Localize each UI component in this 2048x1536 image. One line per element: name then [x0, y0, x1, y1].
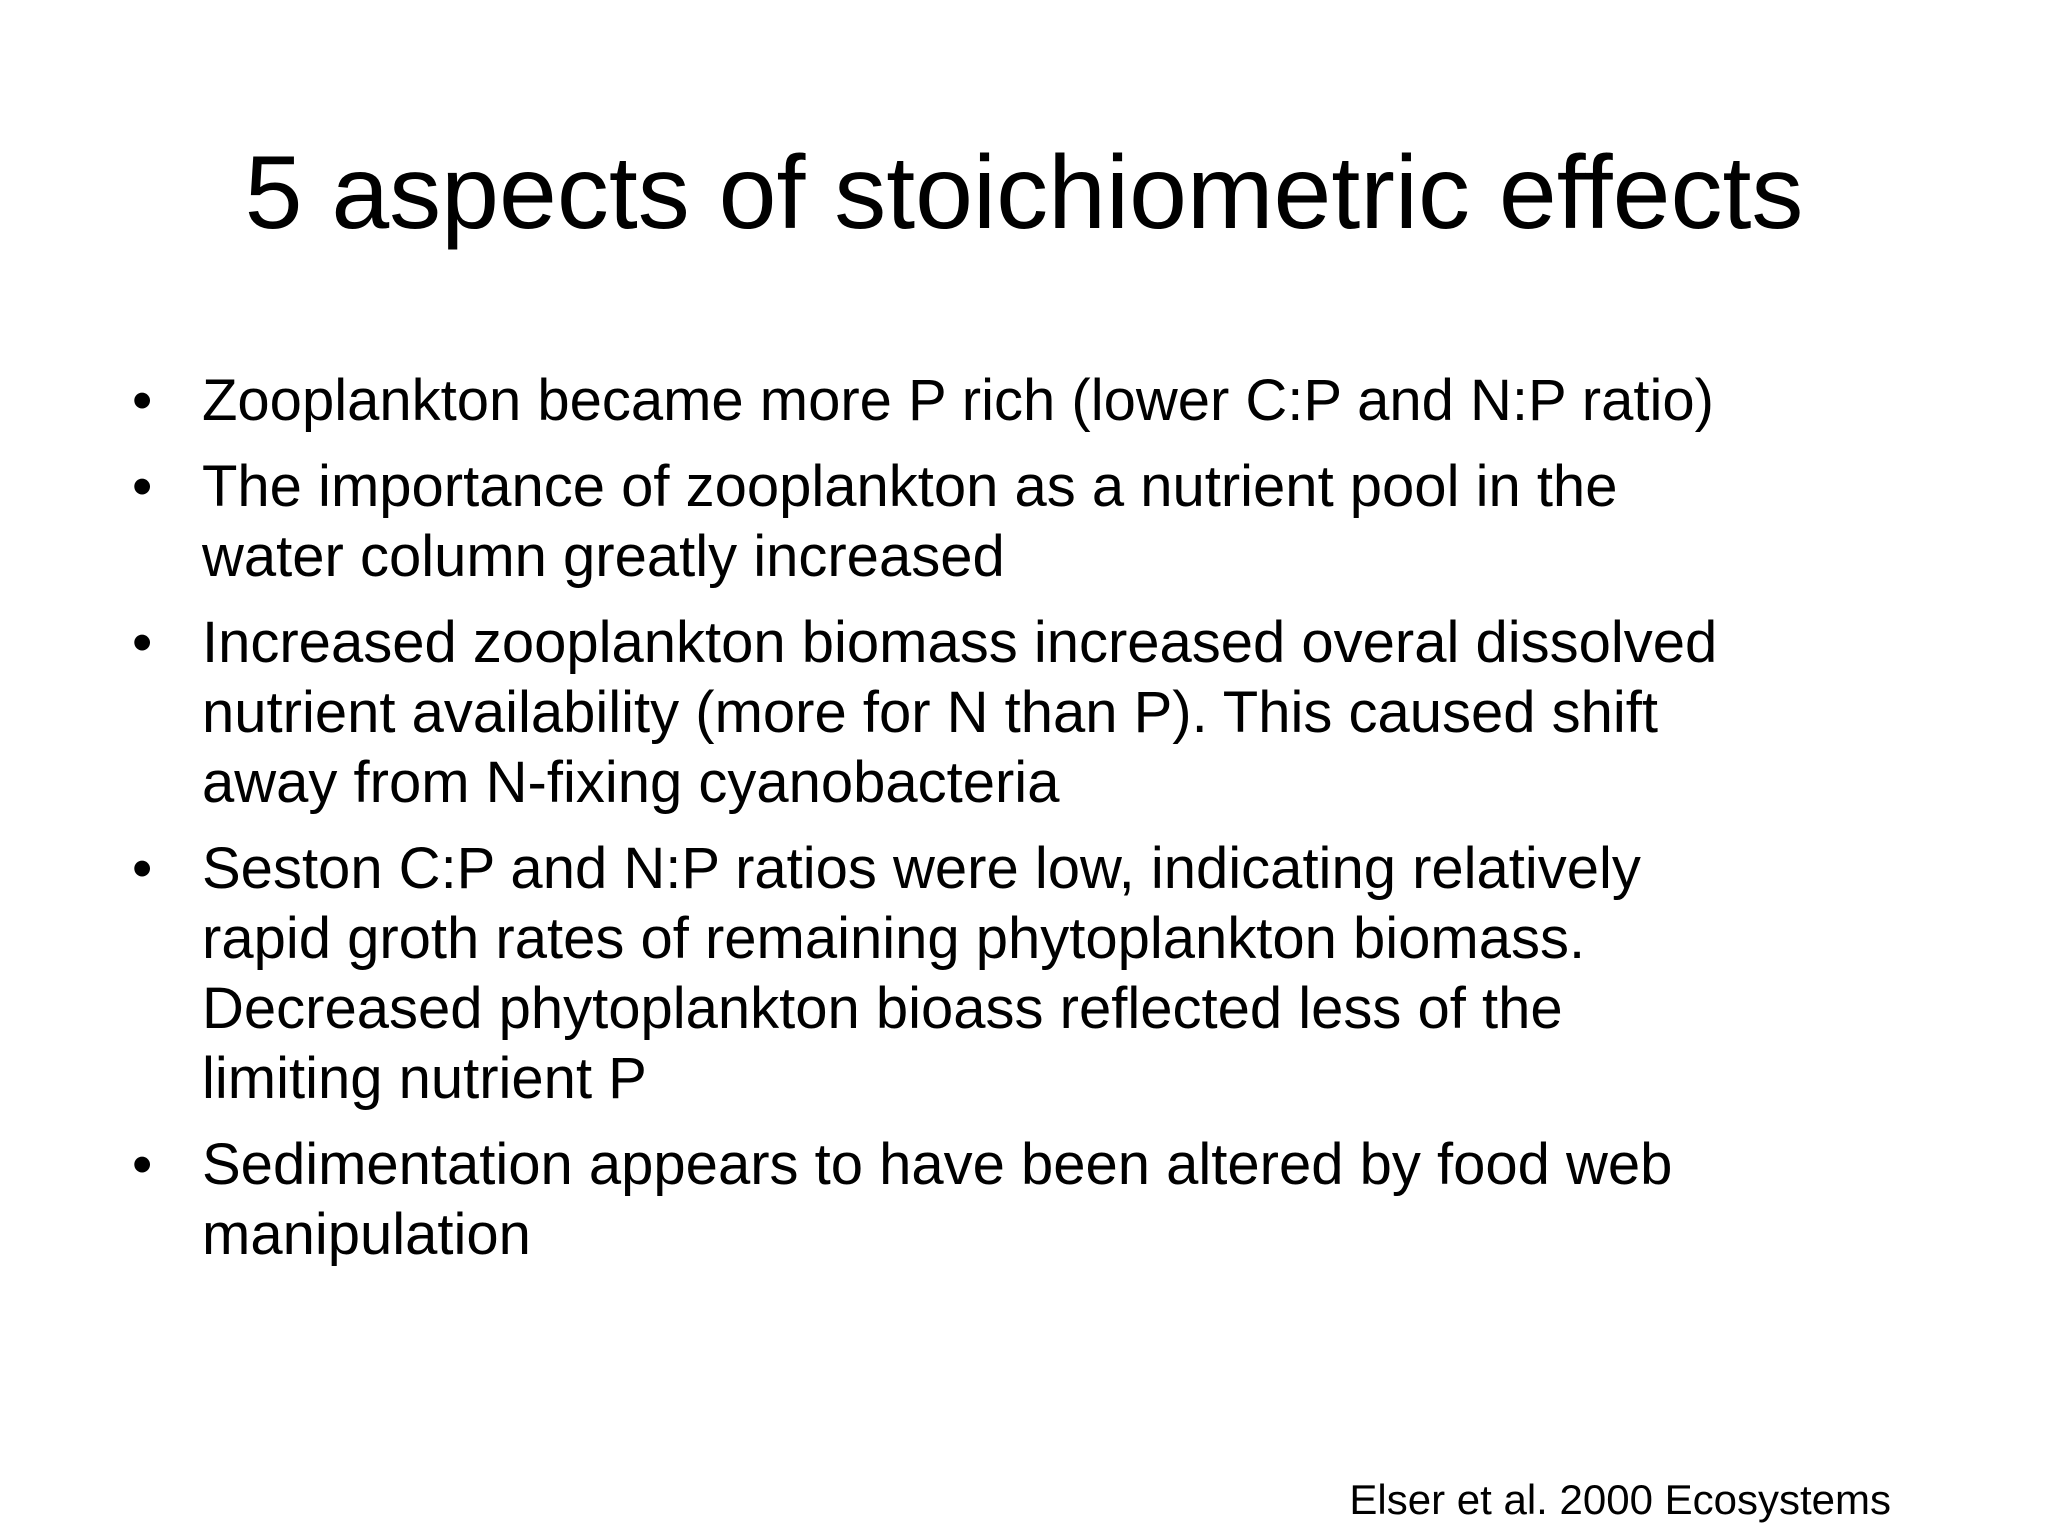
- bullet-list: • Zooplankton became more P rich (lower C…: [132, 366, 1982, 1286]
- bullet-dot: •: [132, 368, 153, 433]
- bullet-line: limiting nutrient P: [202, 1046, 647, 1111]
- bullet-item: • The importance of zooplankton as a nutr…: [132, 452, 1982, 592]
- bullet-line: Zooplankton became more P rich (lower C:…: [202, 368, 1714, 433]
- bullet-line: Sedimentation appears to have been alter…: [202, 1132, 1673, 1197]
- bullet-item: • Seston C:P and N:P ratios were low, ind…: [132, 834, 1982, 1114]
- bullet-line: Seston C:P and N:P ratios were low, indi…: [202, 836, 1641, 901]
- bullet-line: manipulation: [202, 1202, 531, 1267]
- bullet-line: Increased zooplankton biomass increased …: [202, 610, 1718, 675]
- citation: Elser et al. 2000 Ecosystems: [1349, 1476, 1891, 1523]
- bullet-line: away from N-fixing cyanobacteria: [202, 750, 1060, 815]
- bullet-line: The importance of zooplankton as a nutri…: [202, 454, 1618, 519]
- slide-title: 5 aspects of stoichiometric effects: [244, 135, 1804, 251]
- bullet-line: nutrient availability (more for N than P…: [202, 680, 1659, 745]
- bullet-line: rapid groth rates of remaining phytoplan…: [202, 906, 1586, 971]
- bullet-line: Decreased phytoplankton bioass reflected…: [202, 976, 1563, 1041]
- bullet-item: • Zooplankton became more P rich (lower C…: [132, 366, 1982, 436]
- bullet-dot: •: [132, 610, 153, 675]
- bullet-item: • Increased zooplankton biomass increased…: [132, 608, 1982, 818]
- bullet-item: • Sedimentation appears to have been alte…: [132, 1130, 1982, 1270]
- bullet-line: water column greatly increased: [202, 524, 1005, 589]
- bullet-dot: •: [132, 454, 153, 519]
- bullet-dot: •: [132, 1132, 153, 1197]
- bullet-dot: •: [132, 836, 153, 901]
